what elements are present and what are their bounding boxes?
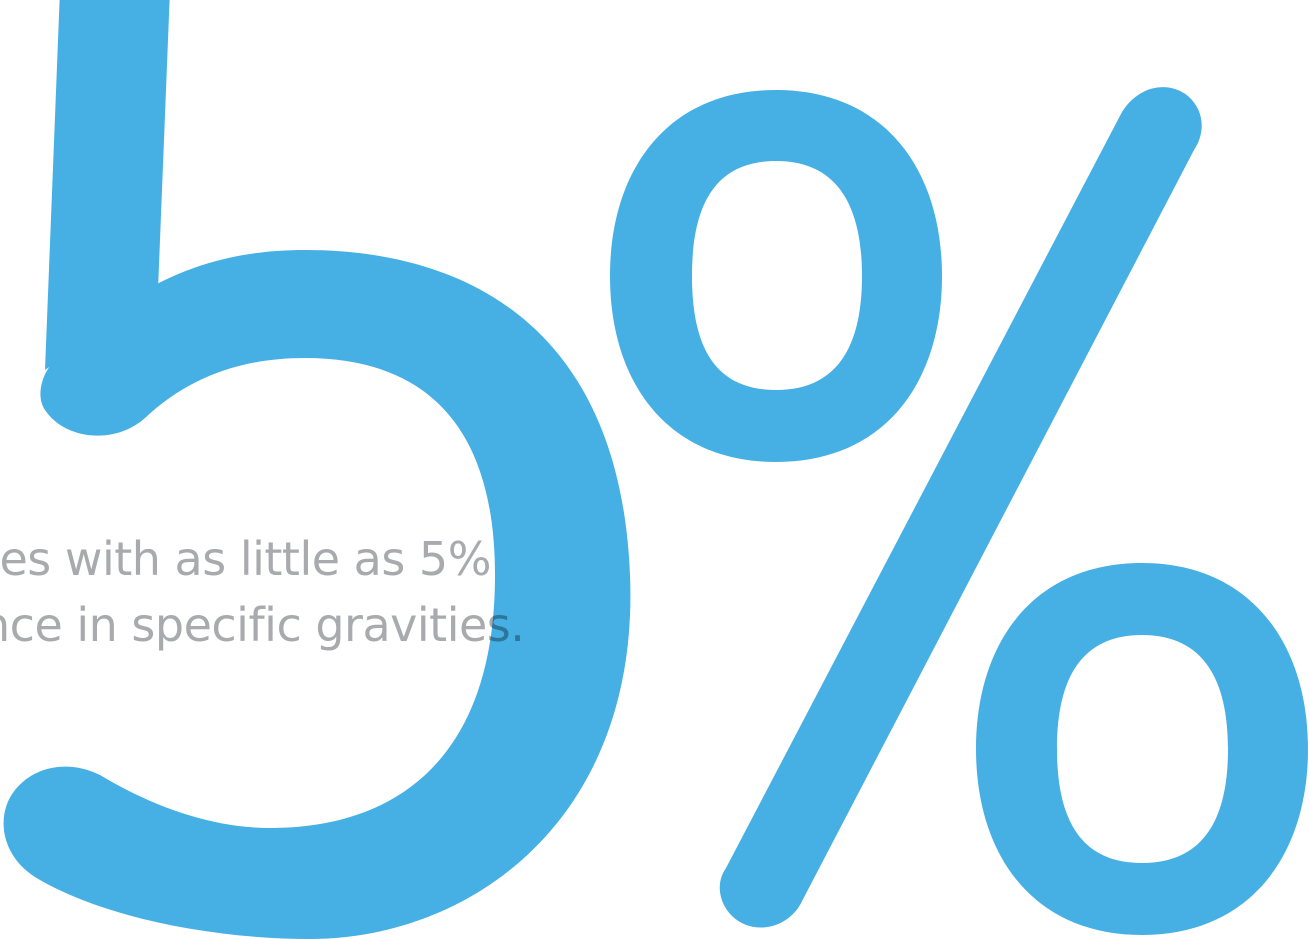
tagline-line-2: erence in specific gravities. [0,598,525,652]
tagline-line-1: erates with as little as 5% [0,532,491,586]
numeral-five-shape [3,0,631,939]
percent-sign-shape [610,87,1308,935]
tagline: erates with as little as 5% erence in sp… [0,526,525,658]
